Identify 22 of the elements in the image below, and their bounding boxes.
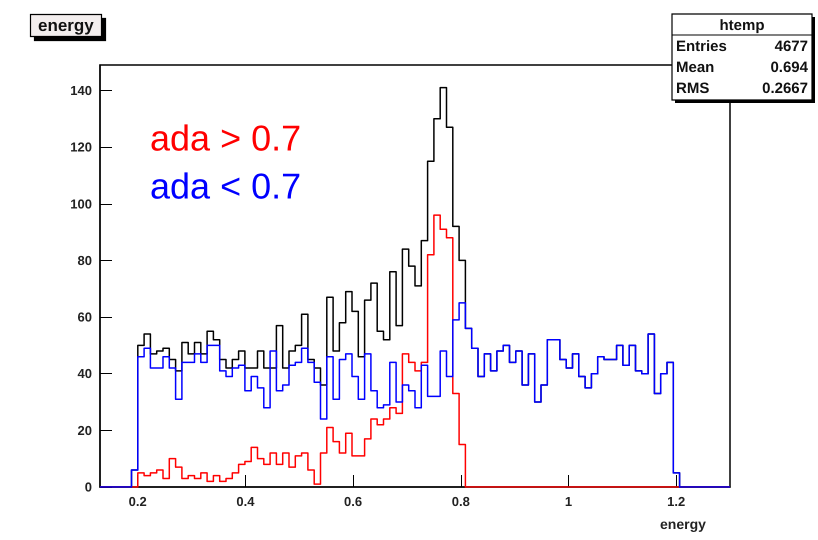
y-tick-label: 60	[78, 310, 92, 325]
text: htemp	[720, 17, 764, 34]
y-tick-label: 40	[78, 366, 92, 382]
text: Entries 4677	[676, 38, 808, 55]
x-tick-label: 0.2	[128, 494, 147, 509]
text: ada < 0.7	[150, 166, 302, 206]
text: RMS 0.2667	[676, 80, 808, 97]
x-tick-label: 1.2	[667, 494, 686, 509]
y-tick-label: 120	[70, 140, 92, 155]
chart-title: energy	[38, 16, 94, 35]
y-tick-label: 100	[70, 196, 92, 212]
x-tick-label: 1	[564, 494, 572, 509]
y-tick-label: 140	[70, 82, 92, 98]
y-tick-label: 20	[78, 422, 92, 438]
y-tick-label: 80	[78, 252, 92, 268]
x-tick-label: 0.6	[344, 494, 362, 509]
y-tick-label: 0	[84, 480, 92, 494]
text: ada > 0.7	[150, 118, 302, 158]
text: Mean 0.694	[676, 59, 808, 76]
x-tick-label: 0.8	[452, 494, 470, 509]
x-axis-title: energy	[660, 516, 706, 532]
x-tick-label: 0.4	[236, 494, 256, 509]
